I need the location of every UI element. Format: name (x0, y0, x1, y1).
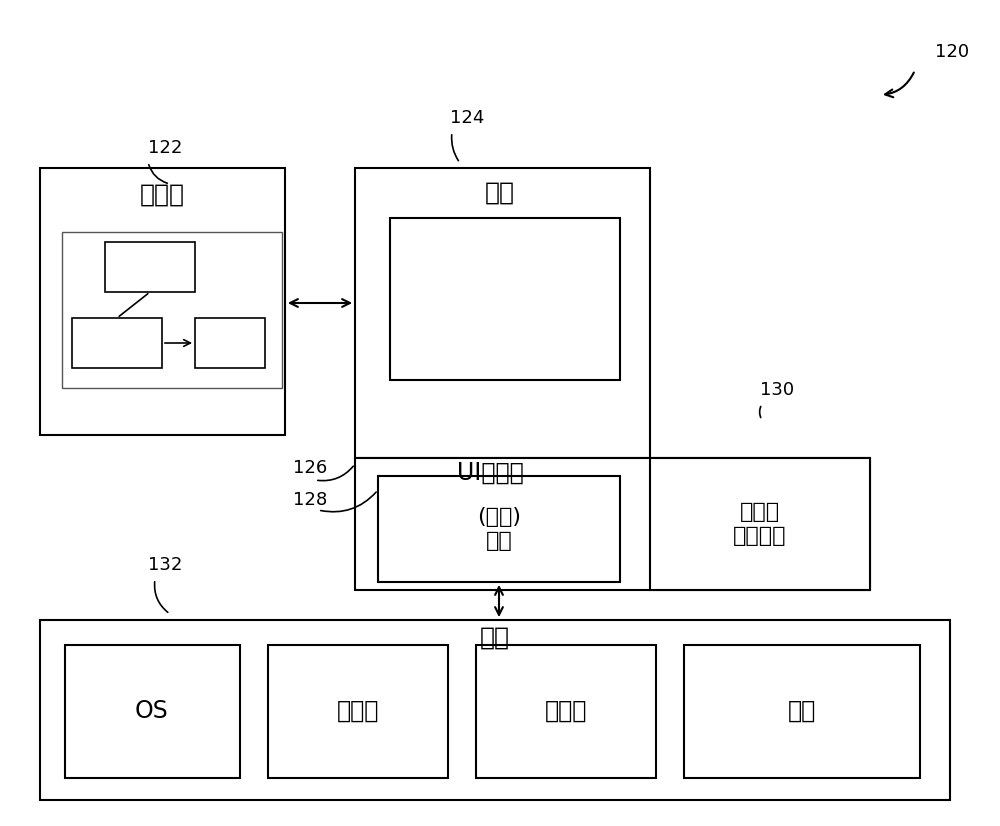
Text: 浏览器: 浏览器 (337, 699, 379, 723)
Text: 虚拟机: 虚拟机 (545, 699, 587, 723)
Text: 126: 126 (293, 459, 327, 477)
Bar (72, 318, 162, 368)
Bar (650, 458, 870, 590)
Text: 活动: 活动 (485, 181, 515, 205)
Text: OS: OS (135, 699, 169, 723)
Bar (40, 620, 950, 800)
Bar (40, 168, 285, 435)
Bar (378, 476, 620, 582)
Bar (355, 168, 650, 458)
Bar (684, 645, 920, 778)
Text: 132: 132 (148, 556, 182, 574)
Text: 128: 128 (293, 491, 327, 509)
Bar (355, 458, 870, 590)
Text: UI自动化: UI自动化 (457, 461, 523, 485)
Bar (105, 242, 195, 292)
Text: 120: 120 (935, 43, 969, 61)
Bar (62, 232, 282, 388)
Bar (390, 218, 620, 380)
Text: 计算机
视觉活动: 计算机 视觉活动 (733, 502, 787, 546)
Text: 工作室: 工作室 (140, 183, 184, 207)
Text: 驱动: 驱动 (480, 626, 510, 650)
Bar (476, 645, 656, 778)
Text: (多个)
驱动: (多个) 驱动 (477, 507, 521, 551)
Text: 124: 124 (450, 109, 484, 127)
Bar (195, 318, 265, 368)
Text: 130: 130 (760, 381, 794, 399)
Text: 122: 122 (148, 139, 182, 157)
Bar (268, 645, 448, 778)
Text: 企业: 企业 (788, 699, 816, 723)
Bar (65, 645, 240, 778)
